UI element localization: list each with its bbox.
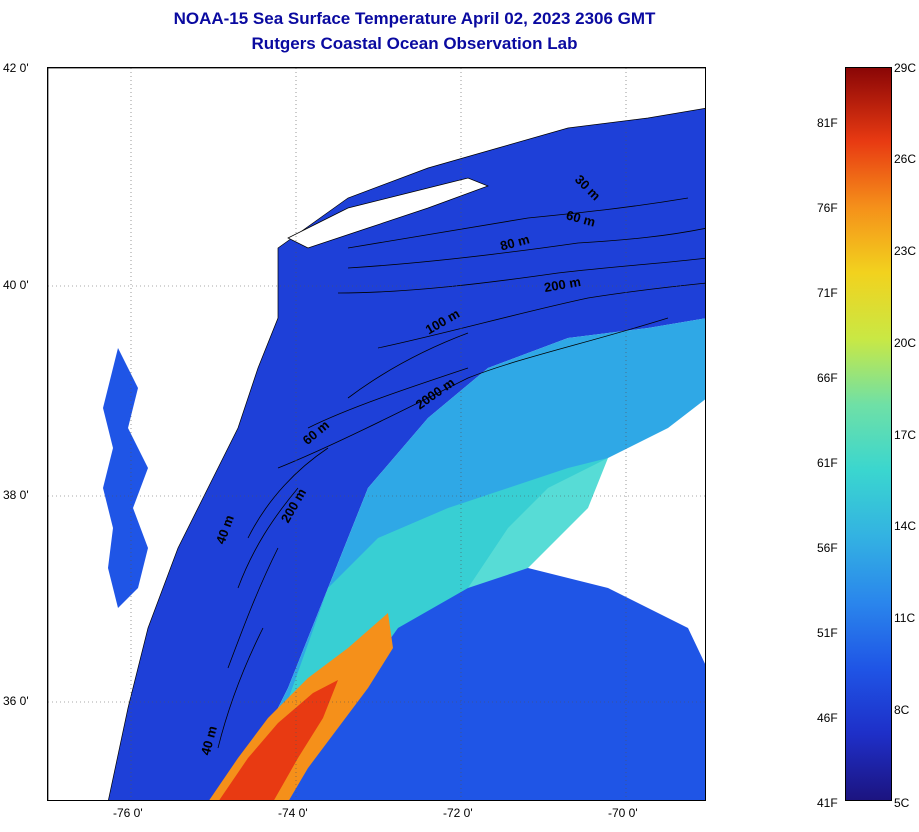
chesapeake-bay xyxy=(103,348,148,608)
cb-c-23: 23C xyxy=(894,244,917,258)
cb-f-61: 61F xyxy=(817,456,838,470)
temperature-colorbar xyxy=(845,67,892,801)
map-title: NOAA-15 Sea Surface Temperature April 02… xyxy=(173,9,656,28)
cb-f-51: 51F xyxy=(817,626,838,640)
sst-map-canvas xyxy=(48,68,705,800)
offshore-patch xyxy=(269,568,705,800)
lon-label-70: -70 0' xyxy=(608,806,638,820)
cb-f-81: 81F xyxy=(817,116,838,130)
lat-label-38: 38 0' xyxy=(3,488,29,502)
cb-f-76: 76F xyxy=(817,201,838,215)
cb-f-56: 56F xyxy=(817,541,838,555)
lat-label-36: 36 0' xyxy=(3,694,29,708)
gulf-stream-hot xyxy=(219,680,338,800)
lon-label-76: -76 0' xyxy=(113,806,143,820)
lon-label-74: -74 0' xyxy=(278,806,308,820)
cb-f-46: 46F xyxy=(817,711,838,725)
map-subtitle: Rutgers Coastal Ocean Observation Lab xyxy=(251,34,578,53)
lat-label-40: 40 0' xyxy=(3,278,29,292)
cb-f-41: 41F xyxy=(817,796,838,810)
bathymetry-contours xyxy=(217,197,705,749)
lat-label-42: 42 0' xyxy=(3,61,29,75)
cb-c-26: 26C xyxy=(894,152,917,166)
cb-f-66: 66F xyxy=(817,371,838,385)
cb-c-8: 8C xyxy=(894,703,910,717)
cb-c-5: 5C xyxy=(894,796,910,810)
sst-map: 30 m 60 m 80 m 200 m 100 m 2000 m 60 m 2… xyxy=(47,67,706,801)
cb-c-11: 11C xyxy=(894,611,916,625)
cb-c-29: 29C xyxy=(894,61,917,75)
long-island xyxy=(287,177,489,249)
cb-c-20: 20C xyxy=(894,336,917,350)
shelf-water xyxy=(108,108,705,800)
cb-c-17: 17C xyxy=(894,428,917,442)
cb-c-14: 14C xyxy=(894,519,917,533)
lon-label-72: -72 0' xyxy=(443,806,473,820)
land-mainland xyxy=(48,68,705,800)
cb-f-71: 71F xyxy=(817,286,838,300)
